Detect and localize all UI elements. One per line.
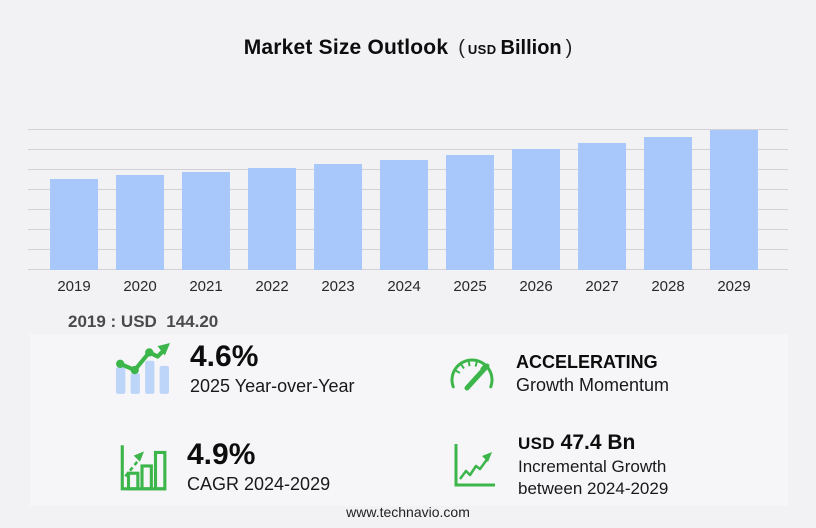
yoy-value: 4.6% [190,340,259,373]
momentum-label: Growth Momentum [516,375,670,396]
cagr-value: 4.9% [187,438,256,471]
momentum-value: ACCELERATING [516,352,658,372]
bar-chart-trend-icon [110,342,174,396]
x-axis-label-2019: 2019 [57,278,91,295]
x-axis-label-2023: 2023 [321,278,355,295]
incremental-label-line1: Incremental Growth [518,457,667,477]
x-axis-label-2020: 2020 [123,278,157,295]
incremental-value: USD 47.4 Bn [518,430,668,456]
chart-plot: 2019 2020 2021 2022 2023 2024 2025 2026 2027 2028… [28,112,788,295]
speedometer-icon [446,352,498,396]
bar-2026 [512,149,560,270]
stat-incremental: USD 47.4 Bn Incremental Growth between 2… [448,430,668,500]
base-year-value: 2019 : USD 144.20 [68,312,219,331]
x-axis-label-2027: 2027 [585,278,619,295]
page-title: Market Size Outlook (USD Billion) [0,36,816,60]
gridline [28,149,788,150]
yoy-label: 2025 Year-over-Year [190,375,355,396]
x-axis-label-2024: 2024 [387,278,421,295]
x-axis-label-2022: 2022 [255,278,289,295]
footer-url: www.technavio.com [346,504,470,520]
bar-2019 [50,179,98,270]
stat-cagr: 4.9% CAGR 2024-2029 [115,438,330,496]
title-paren-close: ) [565,37,573,59]
title-text: Market Size Outlook [243,36,449,59]
bar-2020 [116,175,164,270]
gridline [28,129,788,130]
bar-2027 [578,143,626,270]
bar-2028 [644,137,692,270]
stat-yoy: 4.6% 2025 Year-over-Year [110,340,354,398]
title-unit-currency: USD [467,42,497,57]
bar-2023 [314,164,362,270]
incremental-currency: USD [518,434,555,453]
bar-2021 [182,172,230,270]
x-axis-label-2029: 2029 [717,278,751,295]
x-axis-label-2025: 2025 [453,278,487,295]
stat-momentum: ACCELERATING Growth Momentum [446,350,669,398]
line-growth-icon [448,440,498,490]
bar-2029 [710,130,758,270]
title-unit-word: Billion [500,37,562,59]
x-axis-label-2021: 2021 [189,278,223,295]
title-paren-open: ( [458,37,465,59]
x-axis-label-2026: 2026 [519,278,553,295]
incremental-label-line2: between 2024-2029 [518,479,669,499]
growth-bars-icon [115,440,169,494]
bar-2022 [248,168,296,270]
x-axis-label-2028: 2028 [651,278,685,295]
cagr-label: CAGR 2024-2029 [187,473,331,494]
bar-2025 [446,155,494,270]
bar-2024 [380,160,428,270]
incremental-amount: 47.4 Bn [560,431,636,454]
